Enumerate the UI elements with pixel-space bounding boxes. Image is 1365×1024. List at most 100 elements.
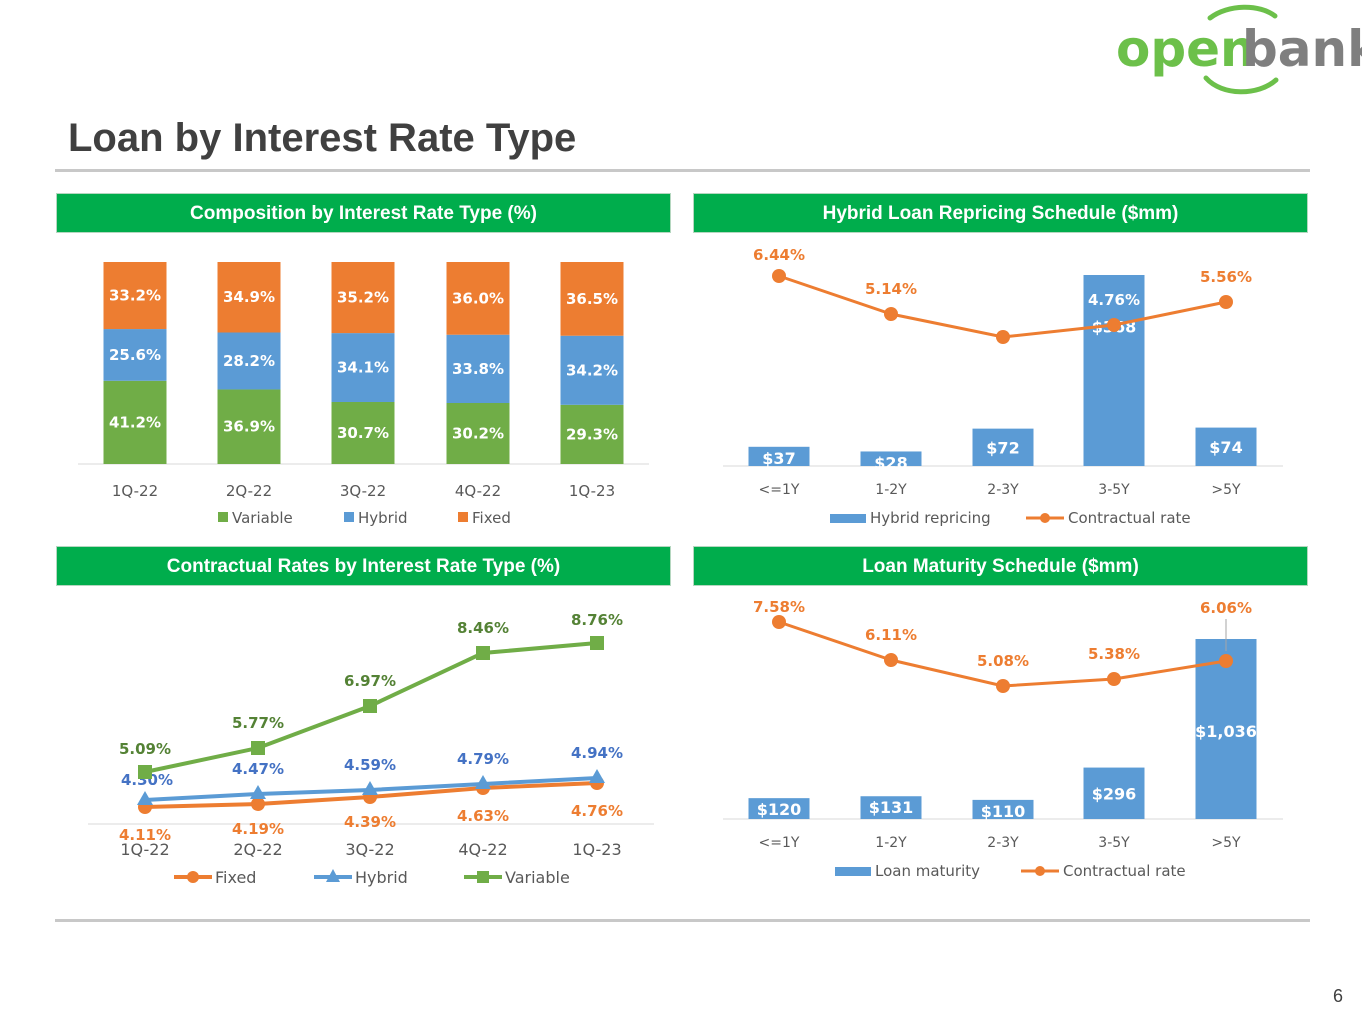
rate-data-label: 4.76% <box>1088 291 1140 309</box>
legend-label: Hybrid <box>355 868 408 887</box>
data-label: 36.9% <box>223 418 275 436</box>
legend-label: Hybrid <box>358 509 408 527</box>
data-label: 41.2% <box>109 413 161 431</box>
data-label: 34.1% <box>337 359 389 377</box>
contractual-rates-chart: 4.11% 4.19% 4.39% 4.63% 4.76% 4.30% 4.47% 4.59%… <box>88 611 654 887</box>
legend-label: Loan maturity <box>875 862 980 880</box>
bar-variable <box>446 402 510 464</box>
legend-label: Variable <box>505 868 570 887</box>
page-title: Loan by Interest Rate Type <box>68 116 577 160</box>
legend-swatch-marker <box>326 869 340 882</box>
maturity-panel-header: Loan Maturity Schedule ($mm) <box>693 546 1308 586</box>
bar-fixed <box>446 262 510 335</box>
legend-label: Variable <box>232 509 293 527</box>
data-label-hybrid: 4.47% <box>232 760 284 778</box>
legend-label: Contractual rate <box>1068 509 1191 527</box>
x-tick-label: 1Q-22 <box>112 482 158 500</box>
data-label-variable: 5.09% <box>119 740 171 758</box>
rate-data-label: 5.08% <box>977 652 1029 670</box>
bar-variable <box>217 389 281 464</box>
legend-label: Hybrid repricing <box>870 509 991 527</box>
data-label-fixed: 4.63% <box>457 807 509 825</box>
data-label: 33.8% <box>452 360 504 378</box>
x-tick-label: 2-3Y <box>987 482 1019 498</box>
bar <box>1083 275 1145 466</box>
x-tick-label: 3Q-22 <box>340 482 386 500</box>
bar-data-label: $120 <box>757 800 802 819</box>
title-divider <box>55 169 1310 172</box>
bar <box>860 796 922 819</box>
repricing-chart: $37<=1Y$281-2Y$722-3Y$3683-5Y$74>5Y6.44%… <box>723 246 1283 527</box>
marker-hybrid <box>137 791 153 805</box>
bar-hybrid <box>217 332 281 390</box>
x-tick-label: <=1Y <box>759 835 800 851</box>
logo-text-bank: bank <box>1242 20 1362 78</box>
data-label: 34.2% <box>566 361 618 379</box>
legend-swatch-marker <box>1040 513 1050 523</box>
data-label: 29.3% <box>566 425 618 443</box>
repricing-panel-header: Hybrid Loan Repricing Schedule ($mm) <box>693 193 1308 233</box>
marker-variable <box>363 699 377 713</box>
x-tick-label: 3-5Y <box>1098 835 1130 851</box>
marker-hybrid <box>475 775 491 789</box>
legend-swatch-bars <box>830 514 866 523</box>
data-label: 36.5% <box>566 290 618 308</box>
x-tick-label: 1-2Y <box>875 835 907 851</box>
bar <box>860 451 922 466</box>
marker-fixed <box>251 797 265 811</box>
rate-data-label: 6.44% <box>753 246 805 264</box>
bar-hybrid <box>331 333 395 402</box>
data-label-fixed: 4.76% <box>571 802 623 820</box>
rate-data-label: 5.14% <box>865 280 917 298</box>
data-label-hybrid: 4.30% <box>121 771 173 789</box>
bar-hybrid <box>560 335 624 405</box>
page-number: 6 <box>1332 986 1343 1006</box>
legend-swatch-bars <box>835 867 871 876</box>
bar-variable <box>103 380 167 464</box>
rate-marker <box>1219 654 1233 668</box>
bar-hybrid <box>103 329 167 381</box>
rate-marker <box>996 330 1010 344</box>
legend-label: Fixed <box>472 509 511 527</box>
openbank-logo: open bank <box>1116 4 1362 95</box>
bar <box>748 446 810 466</box>
x-tick-label: <=1Y <box>759 482 800 498</box>
data-label: 30.2% <box>452 424 504 442</box>
x-tick-label: 4Q-22 <box>458 840 507 859</box>
data-label-variable: 8.76% <box>571 611 623 629</box>
legend-label: Contractual rate <box>1063 862 1186 880</box>
bar-data-label: $131 <box>869 798 914 817</box>
rate-marker <box>884 653 898 667</box>
rate-data-label: 7.58% <box>753 598 805 616</box>
rate-data-label: 5.38% <box>1088 645 1140 663</box>
data-label: 36.0% <box>452 289 504 307</box>
x-tick-label: 1Q-23 <box>572 840 621 859</box>
data-label-variable: 6.97% <box>344 672 396 690</box>
data-label: 34.9% <box>223 288 275 306</box>
rate-marker <box>996 679 1010 693</box>
marker-variable <box>251 741 265 755</box>
data-label-variable: 8.46% <box>457 619 509 637</box>
x-tick-label: 1-2Y <box>875 482 907 498</box>
bar-variable <box>331 401 395 464</box>
marker-hybrid <box>362 781 378 795</box>
bar <box>1195 639 1257 819</box>
rate-data-label: 6.06% <box>1200 599 1252 617</box>
legend-label: Fixed <box>215 868 256 887</box>
rate-marker <box>884 307 898 321</box>
marker-hybrid <box>589 769 605 783</box>
data-label-hybrid: 4.94% <box>571 744 623 762</box>
rate-data-label: 5.56% <box>1200 268 1252 286</box>
data-label-variable: 5.77% <box>232 714 284 732</box>
legend-swatch-marker <box>1035 866 1045 876</box>
legend-swatch-variable <box>218 512 228 522</box>
logo-text-open: open <box>1116 20 1256 78</box>
data-label-hybrid: 4.79% <box>457 750 509 768</box>
x-tick-label: 2Q-22 <box>226 482 272 500</box>
data-label: 28.2% <box>223 352 275 370</box>
legend-swatch-marker <box>187 871 199 883</box>
marker-variable <box>590 636 604 650</box>
data-label: 30.7% <box>337 424 389 442</box>
x-tick-label: 1Q-22 <box>120 840 169 859</box>
bar-data-label: $72 <box>986 438 1019 457</box>
